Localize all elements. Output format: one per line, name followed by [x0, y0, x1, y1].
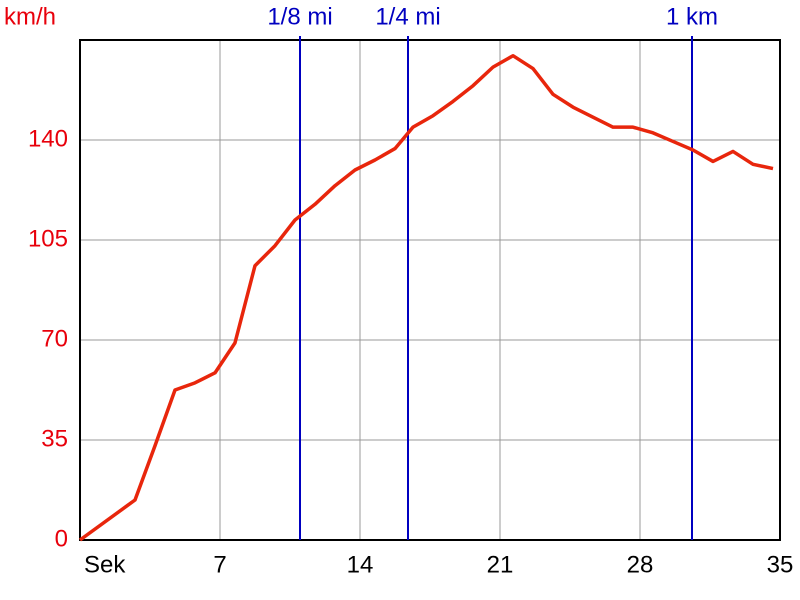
x-tick-label: 7	[213, 551, 226, 578]
x-tick-label: 21	[487, 551, 514, 578]
y-tick-label: 35	[41, 425, 68, 452]
distance-marker-label: 1 km	[666, 3, 718, 30]
distance-marker-label: 1/4 mi	[375, 3, 440, 30]
x-tick-label: 14	[347, 551, 374, 578]
y-tick-label: 105	[28, 225, 68, 252]
y-tick-label: 70	[41, 325, 68, 352]
x-tick-label: Sek	[84, 551, 126, 578]
plot-frame	[79, 39, 781, 541]
distance-marker-label: 1/8 mi	[267, 3, 332, 30]
speed-line	[78, 53, 774, 542]
y-axis-label: km/h	[4, 3, 56, 30]
x-tick-label: 35	[767, 551, 794, 578]
y-tick-label: 140	[28, 125, 68, 152]
y-tick-label: 0	[55, 525, 68, 552]
x-tick-label: 28	[627, 551, 654, 578]
